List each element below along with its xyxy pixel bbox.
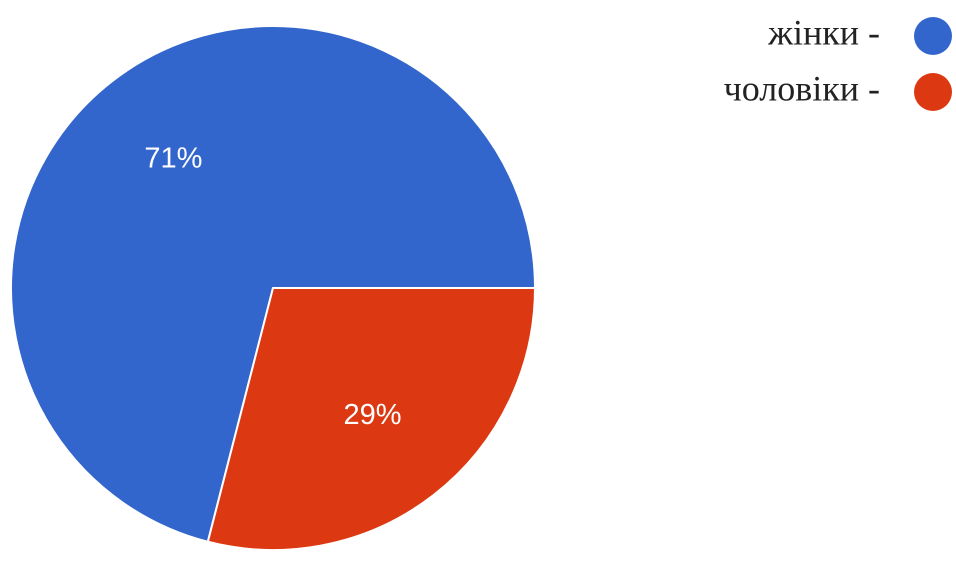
legend-label-1: жінки - — [767, 12, 880, 52]
legend-label-2: чоловіки - — [724, 68, 880, 108]
legend-swatch-1 — [914, 17, 952, 55]
legend: жінки - чоловіки - — [724, 12, 952, 111]
legend-item-2: чоловіки - — [724, 68, 952, 111]
legend-swatch-2 — [914, 73, 952, 111]
pie-slice-labels: 71% 29% — [144, 142, 401, 431]
pie-slice-value-label-1: 71% — [144, 142, 202, 174]
pie-slice-2 — [206, 287, 536, 551]
legend-item-1: жінки - — [767, 12, 952, 55]
pie-slices — [10, 25, 536, 551]
pie-slice-1 — [10, 25, 536, 543]
pie-slice-value-label-2: 29% — [344, 399, 402, 431]
